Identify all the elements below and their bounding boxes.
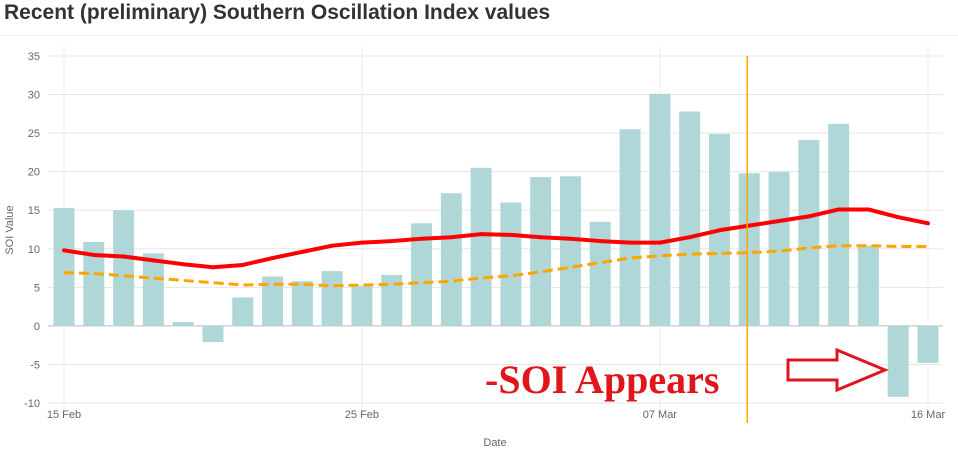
thirty-day-point — [568, 236, 573, 241]
soi-bar — [828, 123, 850, 326]
y-tick-label: 35 — [28, 51, 40, 63]
thirty-day-point — [598, 239, 603, 244]
soi-bar — [619, 129, 641, 326]
soi-bar — [589, 221, 611, 326]
thirty-day-point — [240, 262, 245, 267]
y-tick-label: 5 — [34, 282, 40, 294]
thirty-day-point — [62, 248, 66, 253]
annotation-text: -SOI Appears — [485, 357, 720, 402]
soi-bar — [738, 173, 760, 326]
thirty-day-point — [628, 240, 633, 245]
soi-bar — [411, 223, 433, 326]
soi-bar — [83, 241, 105, 326]
ninety-day-average-line — [63, 244, 928, 288]
thirty-day-point — [181, 262, 186, 267]
thirty-day-point — [538, 235, 543, 240]
thirty-day-point — [359, 240, 364, 245]
thirty-day-average-line — [63, 207, 929, 270]
y-tick-label: 25 — [28, 128, 40, 140]
soi-bar — [440, 193, 462, 326]
chart-title: Recent (preliminary) Southern Oscillatio… — [4, 1, 551, 24]
soi-bar — [559, 176, 581, 326]
soi-bar — [142, 253, 164, 326]
y-tick-label: 30 — [28, 90, 40, 102]
soi-bar — [53, 207, 75, 326]
thirty-day-point — [210, 265, 215, 270]
soi-bar — [262, 276, 284, 326]
thirty-day-point — [926, 221, 930, 226]
soi-bar — [351, 285, 373, 326]
thirty-day-point — [717, 228, 722, 233]
soi-bar — [202, 325, 224, 343]
thirty-day-point — [836, 207, 841, 212]
thirty-day-point — [747, 223, 752, 228]
soi-bar — [798, 140, 820, 326]
soi-bar — [381, 274, 403, 326]
y-tick-label: -10 — [24, 398, 40, 410]
x-tick-label: 16 Mar — [911, 409, 946, 421]
soi-bar — [321, 271, 343, 326]
soi-bar — [500, 202, 522, 326]
thirty-day-point — [270, 256, 275, 261]
annotation-arrow-icon — [786, 347, 889, 393]
soi-bar — [917, 325, 939, 363]
soi-bar — [172, 322, 194, 326]
thirty-day-point — [479, 232, 484, 237]
soi-bar — [113, 210, 135, 326]
thirty-day-point — [657, 240, 662, 245]
y-tick-label: 15 — [28, 205, 40, 217]
soi-bar — [530, 177, 552, 326]
y-tick-label: 10 — [28, 244, 40, 256]
thirty-day-point — [508, 232, 513, 237]
thirty-day-point — [300, 249, 305, 254]
thirty-day-point — [151, 258, 156, 263]
x-tick-label: 07 Mar — [643, 409, 678, 421]
x-axis-label: Date — [483, 437, 506, 449]
thirty-day-point — [330, 243, 335, 248]
thirty-day-point — [687, 235, 692, 240]
thirty-day-point — [777, 219, 782, 224]
y-tick-label: 20 — [28, 167, 40, 179]
title-divider — [0, 35, 958, 36]
thirty-day-point — [449, 235, 454, 240]
x-tick-label: 15 Feb — [47, 409, 81, 421]
x-tick-label: 25 Feb — [345, 409, 379, 421]
thirty-day-point — [91, 252, 96, 257]
soi-bar — [470, 167, 492, 326]
thirty-day-point — [121, 254, 126, 259]
soi-bar — [679, 111, 701, 326]
soi-bar — [857, 245, 879, 326]
y-tick-label: -5 — [30, 359, 40, 371]
thirty-day-point — [866, 207, 871, 212]
soi-bar — [887, 325, 909, 397]
soi-bar — [232, 297, 254, 326]
soi-bar — [768, 171, 790, 326]
soi-bar — [291, 281, 313, 326]
thirty-day-point — [389, 239, 394, 244]
y-axis-label: SOI Value — [4, 205, 16, 254]
soi-bar — [649, 93, 671, 326]
thirty-day-point — [896, 215, 901, 220]
thirty-day-point — [806, 214, 811, 219]
y-tick-label: 0 — [34, 321, 40, 333]
thirty-day-point — [419, 236, 424, 241]
